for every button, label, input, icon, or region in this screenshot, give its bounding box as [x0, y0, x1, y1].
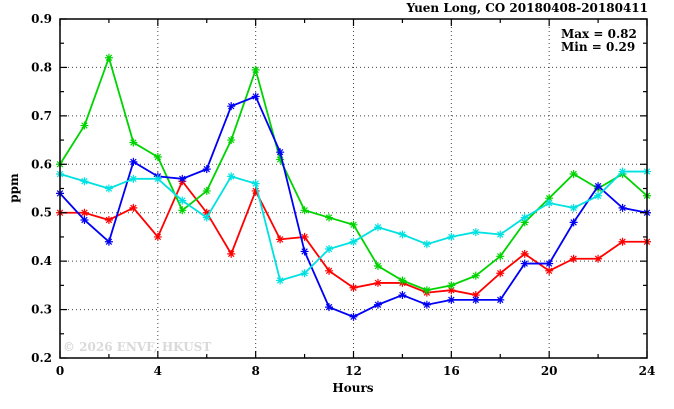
y-tick-label-0.7: 0.7 [31, 109, 52, 123]
x-tick-label-8: 8 [251, 364, 259, 378]
y-tick-label-0.8: 0.8 [31, 60, 52, 74]
min-annotation: Min = 0.29 [561, 40, 636, 54]
chart-title: Yuen Long, CO 20180408-20180411 [406, 1, 648, 15]
x-tick-label-24: 24 [639, 364, 656, 378]
y-axis-label: ppm [7, 173, 21, 203]
x-tick-label-4: 4 [154, 364, 162, 378]
y-tick-label-0.2: 0.2 [31, 351, 52, 365]
series-green-markers [56, 53, 651, 295]
watermark: © 2026 ENVF, HKUST [63, 340, 212, 354]
max-annotation: Max = 0.82 [561, 27, 637, 41]
y-tick-label-0.5: 0.5 [31, 206, 52, 220]
y-tick-label-0.4: 0.4 [31, 254, 52, 268]
x-axis-label: Hours [332, 381, 374, 395]
x-tick-label-16: 16 [443, 364, 460, 378]
max-min-annotation: Max = 0.82 Min = 0.29 [561, 28, 637, 54]
y-tick-label-0.6: 0.6 [31, 157, 52, 171]
y-tick-label-0.3: 0.3 [31, 303, 52, 317]
x-tick-label-0: 0 [56, 364, 64, 378]
x-tick-label-12: 12 [345, 364, 362, 378]
x-tick-label-20: 20 [541, 364, 558, 378]
y-tick-label-0.9: 0.9 [31, 12, 52, 26]
